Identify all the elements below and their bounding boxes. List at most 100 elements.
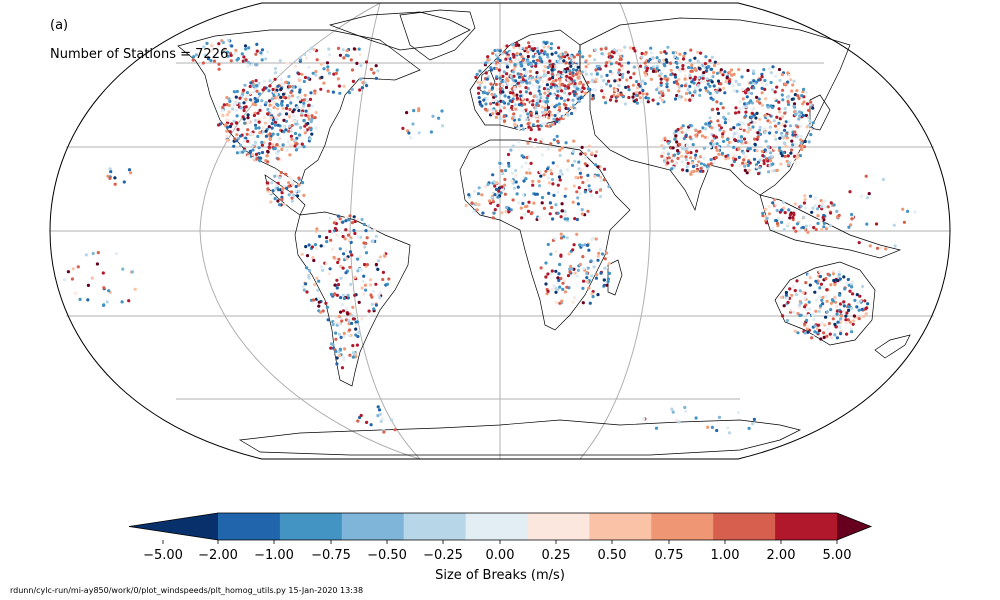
station-marker bbox=[328, 216, 332, 221]
station-marker bbox=[906, 209, 910, 213]
station-marker bbox=[275, 88, 279, 92]
station-marker bbox=[510, 42, 514, 47]
station-marker bbox=[760, 81, 764, 85]
station-marker bbox=[327, 272, 331, 276]
station-marker bbox=[786, 154, 790, 158]
station-marker bbox=[240, 52, 244, 56]
station-marker bbox=[693, 56, 697, 60]
station-marker bbox=[785, 95, 790, 99]
station-marker bbox=[244, 47, 248, 51]
station-marker bbox=[619, 49, 624, 53]
station-marker bbox=[565, 74, 569, 78]
australia-outline bbox=[774, 261, 876, 346]
station-marker bbox=[571, 248, 575, 252]
station-marker bbox=[596, 173, 600, 177]
station-marker bbox=[234, 48, 238, 53]
station-marker bbox=[518, 114, 523, 118]
station-marker bbox=[297, 108, 301, 113]
station-marker bbox=[317, 300, 321, 304]
station-marker bbox=[755, 149, 759, 153]
station-marker bbox=[483, 184, 487, 189]
station-marker bbox=[252, 113, 256, 118]
station-marker bbox=[687, 65, 691, 70]
station-marker bbox=[704, 86, 708, 90]
station-marker bbox=[831, 272, 836, 276]
station-marker bbox=[810, 210, 814, 214]
station-marker bbox=[524, 72, 528, 76]
station-marker bbox=[852, 314, 857, 318]
station-marker bbox=[816, 327, 820, 331]
station-marker bbox=[373, 228, 377, 232]
station-marker bbox=[797, 96, 801, 100]
station-marker bbox=[603, 257, 607, 261]
station-marker bbox=[670, 159, 674, 163]
station-marker bbox=[129, 171, 133, 175]
station-marker bbox=[614, 99, 618, 103]
station-marker bbox=[344, 53, 348, 57]
station-marker bbox=[576, 268, 581, 272]
station-marker bbox=[337, 314, 341, 318]
station-marker bbox=[274, 92, 279, 96]
station-marker bbox=[224, 123, 228, 127]
station-marker bbox=[239, 143, 243, 147]
station-marker bbox=[559, 70, 563, 75]
station-marker bbox=[544, 103, 548, 107]
station-marker bbox=[550, 123, 554, 127]
station-marker bbox=[272, 93, 276, 97]
station-marker bbox=[775, 208, 779, 213]
station-marker bbox=[698, 155, 703, 159]
station-marker bbox=[102, 286, 106, 290]
station-marker bbox=[689, 156, 693, 160]
station-marker bbox=[363, 81, 368, 85]
station-marker bbox=[233, 51, 237, 55]
station-marker bbox=[225, 118, 229, 122]
station-marker bbox=[356, 235, 360, 239]
station-marker bbox=[594, 237, 598, 241]
station-marker bbox=[800, 94, 804, 98]
station-marker bbox=[520, 55, 524, 59]
colorbar-tick-label: −0.50 bbox=[367, 548, 407, 563]
station-marker bbox=[350, 321, 354, 325]
station-marker bbox=[250, 63, 254, 67]
station-marker bbox=[559, 169, 563, 173]
station-marker bbox=[347, 91, 352, 95]
station-marker bbox=[709, 67, 714, 71]
station-marker bbox=[313, 116, 317, 120]
station-marker bbox=[693, 89, 697, 93]
station-marker bbox=[374, 76, 378, 80]
station-marker bbox=[707, 64, 711, 69]
station-marker bbox=[738, 100, 742, 104]
station-marker bbox=[641, 92, 645, 96]
station-marker bbox=[556, 276, 560, 280]
station-marker bbox=[693, 77, 697, 81]
station-marker bbox=[792, 79, 796, 83]
station-marker bbox=[307, 268, 312, 273]
station-marker bbox=[494, 115, 498, 119]
station-marker bbox=[591, 236, 595, 240]
station-marker bbox=[571, 74, 575, 78]
colorbar-extend-high bbox=[837, 513, 871, 540]
station-marker bbox=[587, 148, 591, 152]
station-marker bbox=[809, 133, 813, 137]
station-marker bbox=[704, 88, 709, 92]
station-marker bbox=[700, 134, 705, 138]
station-marker bbox=[643, 82, 647, 86]
station-marker bbox=[301, 109, 305, 113]
station-marker bbox=[599, 85, 604, 89]
station-marker bbox=[820, 205, 824, 209]
station-marker bbox=[246, 113, 250, 117]
station-marker bbox=[417, 107, 421, 111]
station-marker bbox=[550, 269, 554, 273]
station-marker bbox=[766, 115, 770, 119]
station-marker bbox=[235, 133, 239, 137]
station-marker bbox=[356, 217, 360, 221]
station-marker bbox=[289, 134, 293, 138]
station-marker bbox=[686, 88, 690, 92]
station-marker bbox=[735, 89, 739, 93]
station-marker bbox=[642, 417, 646, 421]
station-marker bbox=[86, 283, 90, 287]
station-marker bbox=[594, 77, 598, 82]
station-marker bbox=[668, 61, 673, 65]
station-marker bbox=[488, 89, 492, 93]
station-marker bbox=[515, 52, 519, 56]
